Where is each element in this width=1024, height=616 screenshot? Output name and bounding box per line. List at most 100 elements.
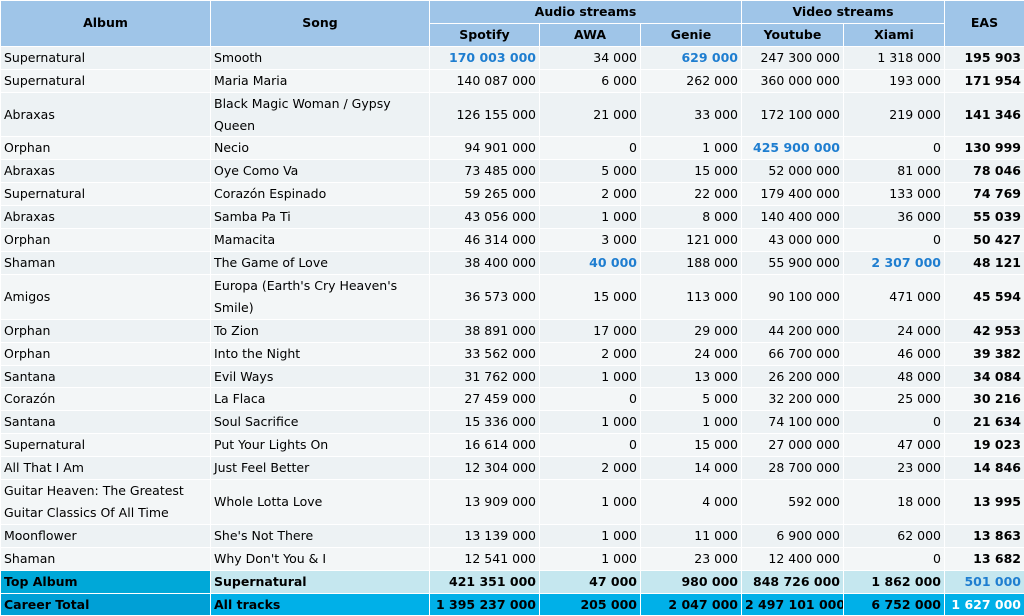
spotify-cell: 140 087 000 [430,69,540,92]
genie-cell: 11 000 [641,524,742,547]
spotify-cell: 170 003 000 [430,46,540,69]
song-cell: Evil Ways [211,365,430,388]
genie-cell: 33 000 [641,92,742,137]
genie-cell: 14 000 [641,457,742,480]
awa-cell: 2 000 [540,457,641,480]
xiami-cell: 2 307 000 [844,251,945,274]
xiami-cell: 219 000 [844,92,945,137]
awa-cell: 1 000 [540,547,641,570]
xiami-cell: 471 000 [844,274,945,319]
awa-cell: 1 000 [540,365,641,388]
awa-cell: 0 [540,137,641,160]
spotify-cell: 31 762 000 [430,365,540,388]
album-cell: Corazón [1,388,211,411]
genie-cell: 1 000 [641,411,742,434]
career-total-eas: 1 627 000 [945,593,1024,616]
eas-cell: 50 427 [945,229,1024,252]
top-album-eas: 501 000 [945,570,1024,593]
youtube-cell: 66 700 000 [742,342,844,365]
youtube-cell: 592 000 [742,480,844,525]
genie-cell: 22 000 [641,183,742,206]
spotify-cell: 27 459 000 [430,388,540,411]
spotify-cell: 43 056 000 [430,206,540,229]
youtube-cell: 425 900 000 [742,137,844,160]
youtube-cell: 27 000 000 [742,434,844,457]
spotify-cell: 16 614 000 [430,434,540,457]
genie-cell: 629 000 [641,46,742,69]
eas-cell: 13 682 [945,547,1024,570]
album-cell: Guitar Heaven: The Greatest Guitar Class… [1,480,211,525]
album-cell: Supernatural [1,183,211,206]
youtube-cell: 172 100 000 [742,92,844,137]
spotify-cell: 33 562 000 [430,342,540,365]
song-cell: The Game of Love [211,251,430,274]
eas-cell: 74 769 [945,183,1024,206]
eas-cell: 39 382 [945,342,1024,365]
genie-cell: 13 000 [641,365,742,388]
awa-cell: 2 000 [540,183,641,206]
album-cell: Orphan [1,319,211,342]
awa-cell: 21 000 [540,92,641,137]
song-cell: Put Your Lights On [211,434,430,457]
album-cell: Supernatural [1,434,211,457]
genie-cell: 15 000 [641,434,742,457]
top-album-name: Supernatural [211,570,430,593]
awa-cell: 5 000 [540,160,641,183]
album-cell: Shaman [1,547,211,570]
youtube-cell: 247 300 000 [742,46,844,69]
xiami-cell: 48 000 [844,365,945,388]
album-cell: Abraxas [1,92,211,137]
awa-cell: 40 000 [540,251,641,274]
awa-cell: 34 000 [540,46,641,69]
spotify-cell: 15 336 000 [430,411,540,434]
album-cell: Amigos [1,274,211,319]
spotify-cell: 12 304 000 [430,457,540,480]
album-cell: Santana [1,411,211,434]
xiami-cell: 46 000 [844,342,945,365]
spotify-cell: 13 909 000 [430,480,540,525]
youtube-cell: 43 000 000 [742,229,844,252]
youtube-cell: 179 400 000 [742,183,844,206]
album-cell: Abraxas [1,206,211,229]
eas-header: EAS [945,1,1024,47]
top-album-spotify: 421 351 000 [430,570,540,593]
song-cell: La Flaca [211,388,430,411]
xiami-cell: 0 [844,411,945,434]
album-cell: Supernatural [1,69,211,92]
xiami-header: Xiami [844,23,945,46]
eas-cell: 30 216 [945,388,1024,411]
career-total-genie: 2 047 000 [641,593,742,616]
youtube-cell: 12 400 000 [742,547,844,570]
eas-cell: 195 903 [945,46,1024,69]
xiami-cell: 0 [844,229,945,252]
top-album-awa: 47 000 [540,570,641,593]
genie-cell: 113 000 [641,274,742,319]
xiami-cell: 1 318 000 [844,46,945,69]
song-cell: Mamacita [211,229,430,252]
awa-header: AWA [540,23,641,46]
youtube-header: Youtube [742,23,844,46]
eas-cell: 21 634 [945,411,1024,434]
song-header: Song [211,1,430,47]
spotify-cell: 59 265 000 [430,183,540,206]
xiami-cell: 62 000 [844,524,945,547]
career-total-row: Career Total All tracks 1 395 237 000 20… [1,593,1024,616]
youtube-cell: 52 000 000 [742,160,844,183]
album-header: Album [1,1,211,47]
youtube-cell: 44 200 000 [742,319,844,342]
xiami-cell: 47 000 [844,434,945,457]
top-album-youtube: 848 726 000 [742,570,844,593]
youtube-cell: 360 000 000 [742,69,844,92]
spotify-cell: 13 139 000 [430,524,540,547]
xiami-cell: 0 [844,547,945,570]
